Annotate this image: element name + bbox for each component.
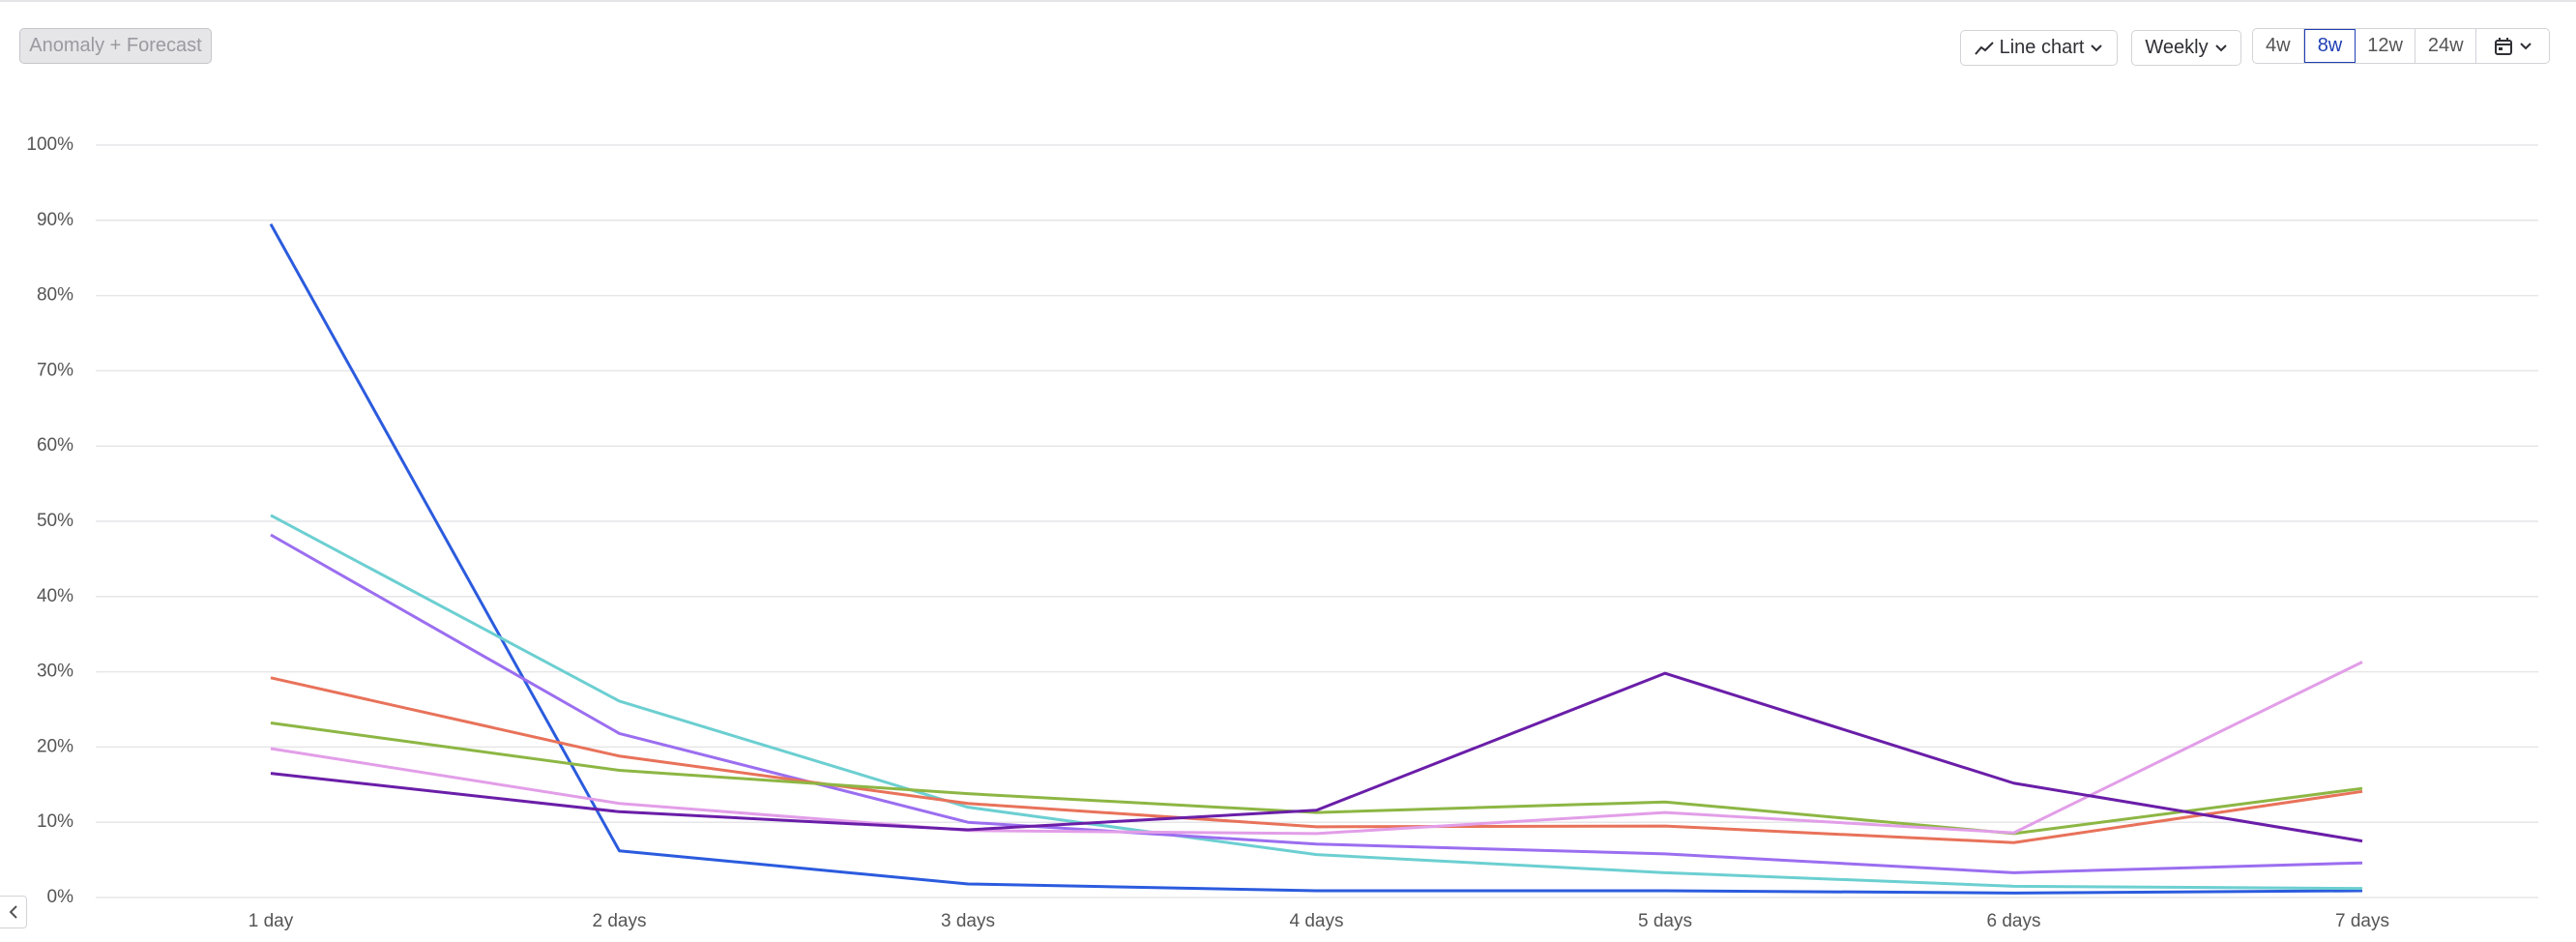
series-line: [270, 533, 2363, 874]
x-tick-label: 6 days: [1987, 911, 2041, 931]
chevron-icon: [2091, 44, 2103, 51]
y-tick-label: 70%: [37, 360, 73, 380]
y-tick-label: 40%: [37, 586, 73, 606]
y-tick-label: 60%: [37, 435, 73, 456]
button-label: Anomaly + Forecast: [29, 35, 202, 56]
dropdown-label: Weekly: [2145, 37, 2209, 58]
series-line: [270, 676, 2363, 844]
series-line: [269, 222, 2363, 895]
chevron-icon: [2520, 42, 2532, 49]
chart-type-dropdown[interactable]: Line chart: [1960, 30, 2118, 66]
interval-dropdown[interactable]: Weekly: [2131, 30, 2241, 66]
series-line: [270, 671, 2363, 843]
range-option-selected[interactable]: 8w: [2303, 29, 2356, 63]
y-tick-label: 90%: [37, 210, 73, 230]
y-tick-label: 20%: [37, 736, 73, 756]
range-option[interactable]: 24w: [2415, 29, 2477, 63]
x-tick-label: 2 days: [593, 911, 647, 931]
series-line: [270, 514, 2363, 891]
x-tick-label: 4 days: [1290, 911, 1344, 931]
y-tick-label: 100%: [26, 134, 73, 155]
range-option[interactable]: 4w: [2253, 29, 2304, 63]
range-selector: 4w 8w 12w 24w: [2252, 28, 2550, 64]
chevron-icon: [2214, 44, 2227, 51]
series-line: [270, 661, 2363, 836]
x-tick-label: 3 days: [941, 911, 995, 931]
y-tick-label: 30%: [37, 662, 73, 682]
series-line: [270, 721, 2363, 836]
collapse-button[interactable]: [0, 896, 27, 928]
y-tick-label: 10%: [37, 811, 73, 832]
chevron-left-icon: [9, 905, 17, 919]
calendar-icon: [2494, 37, 2512, 55]
range-option[interactable]: 12w: [2356, 29, 2415, 63]
y-tick-label: 50%: [37, 511, 73, 531]
x-tick-label: 5 days: [1638, 911, 1692, 931]
x-tick-label: 1 day: [249, 911, 294, 931]
dropdown-label: Line chart: [1999, 37, 2085, 58]
y-tick-label: 80%: [37, 285, 73, 306]
anomaly-forecast-button[interactable]: Anomaly + Forecast: [19, 28, 212, 64]
x-tick-label: 7 days: [2335, 911, 2389, 931]
line-icon: [1974, 41, 1994, 55]
calendar-picker[interactable]: [2476, 29, 2549, 63]
y-tick-label: 0%: [47, 887, 74, 907]
